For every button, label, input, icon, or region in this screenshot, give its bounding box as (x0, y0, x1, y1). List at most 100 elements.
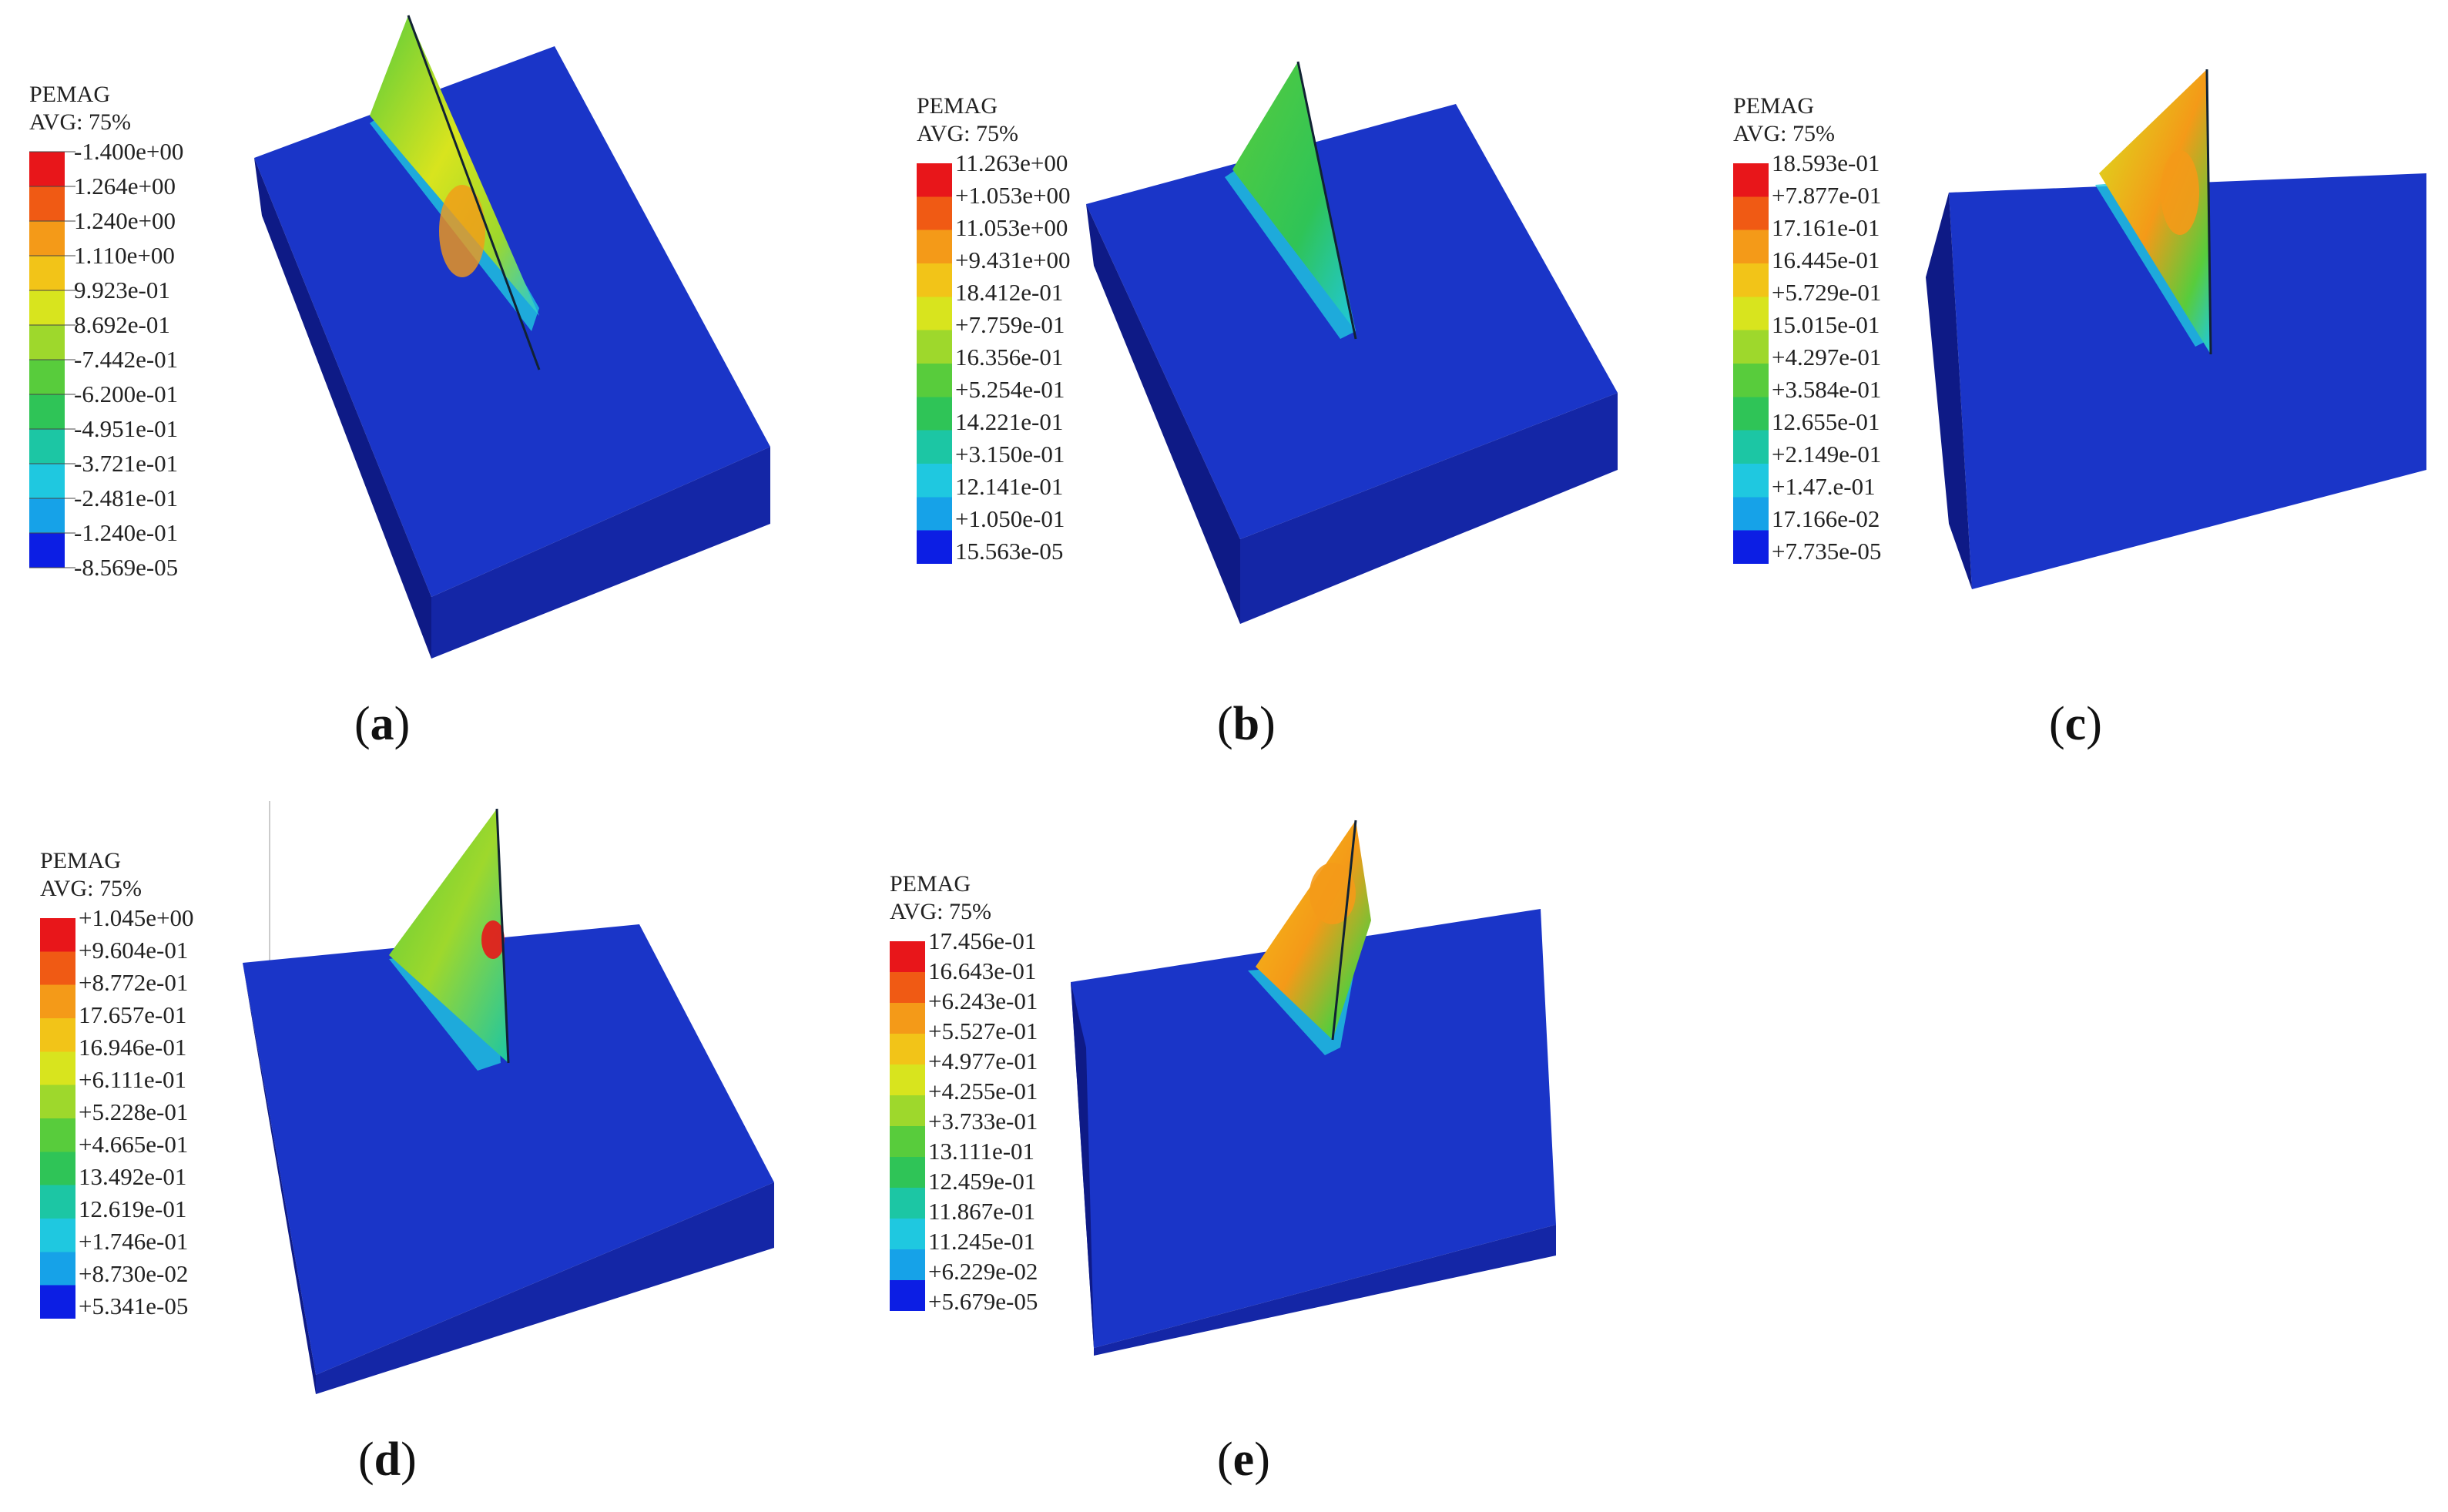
color-scale: -1.400e+00 1.264e+00 1.240e+00 1.110e+00… (29, 139, 183, 580)
panel-b: PEMAG AVG: 75% 11.263e+00 +1.053e+00 11.… (863, 0, 1633, 770)
legend-title: PEMAG (40, 848, 122, 873)
scale-label: -1.240e-01 (74, 519, 179, 546)
scale-label: +1.053e+00 (955, 182, 1071, 209)
scale-label: -3.721e-01 (74, 450, 179, 477)
scale-label: +5.729e-01 (1772, 279, 1882, 306)
contact-zone (1225, 162, 1356, 339)
block-side-face (1926, 193, 1972, 589)
color-scale: 17.456e-01 16.643e-01 +6.243e-01 +5.527e… (890, 929, 1038, 1360)
scale-label: 17.166e-02 (1772, 505, 1880, 532)
scale-label: 16.643e-01 (928, 957, 1037, 984)
hotspot (481, 920, 505, 959)
caption-a: (a) (354, 698, 411, 750)
scale-label: 11.053e+00 (955, 214, 1068, 241)
scale-label: +4.665e-01 (79, 1131, 189, 1158)
scale-label: +8.730e-02 (79, 1260, 189, 1287)
scale-label: 8.692e-01 (74, 311, 170, 338)
scale-label: +6.243e-01 (928, 987, 1038, 1014)
block-side-face (254, 158, 431, 659)
scale-label: +9.604e-01 (79, 937, 189, 964)
legend-subtitle: AVG: 75% (1733, 121, 1835, 146)
scale-label: 12.655e-01 (1772, 408, 1880, 435)
plot-scene-c (1926, 69, 2426, 589)
scale-label: 1.110e+00 (74, 242, 175, 269)
legend-subtitle: AVG: 75% (29, 109, 131, 135)
hotspot (1310, 863, 1356, 924)
hotspot (2161, 150, 2199, 235)
panel-a: PEMAG AVG: 75% -1.400e+00 1.264e+00 1.24… (0, 0, 817, 750)
legend-subtitle: AVG: 75% (890, 899, 991, 924)
indenter-face (370, 15, 539, 316)
block-front-face (431, 447, 770, 659)
caption-e: (e) (1217, 1433, 1270, 1486)
scale-label: +5.254e-01 (955, 376, 1065, 403)
scale-label: 11.867e-01 (928, 1198, 1036, 1225)
scale-label: +1.47.e-01 (1772, 473, 1876, 500)
scale-label: -8.569e-05 (74, 554, 179, 581)
scale-label: 12.619e-01 (79, 1195, 187, 1222)
legend-subtitle: AVG: 75% (40, 876, 142, 901)
legend-title: PEMAG (29, 82, 111, 107)
scale-label: -7.442e-01 (74, 346, 179, 373)
scale-label: 9.923e-01 (74, 277, 170, 303)
panel-e: PEMAG AVG: 75% 17.456e-01 16.643e-01 +6.… (863, 786, 1633, 1512)
plot-scene-d (243, 801, 774, 1394)
scale-label: 16.356e-01 (955, 344, 1064, 370)
block-front-face (1094, 1225, 1556, 1356)
legend-e: PEMAG AVG: 75% 17.456e-01 16.643e-01 +6.… (890, 870, 1038, 1360)
scale-label: +2.149e-01 (1772, 441, 1882, 468)
plot-scene-a (254, 15, 770, 659)
indenter-edge (407, 15, 541, 370)
indenter-face (389, 809, 508, 1063)
scale-label: +1.050e-01 (955, 505, 1065, 532)
scale-label: +1.045e+00 (79, 904, 194, 931)
legend-title: PEMAG (917, 93, 998, 119)
legend-subtitle: AVG: 75% (917, 121, 1018, 146)
scale-swatch-stack (1733, 163, 1769, 564)
scale-label: +3.584e-01 (1772, 376, 1882, 403)
scale-label: +1.746e-01 (79, 1228, 189, 1255)
block-front-face (316, 1182, 774, 1394)
scale-label: 18.593e-01 (1772, 149, 1880, 176)
color-scale: +1.045e+00 +9.604e-01 +8.772e-01 17.657e… (40, 906, 193, 1337)
scale-label: +9.431e+00 (955, 246, 1071, 273)
scale-label: 16.946e-01 (79, 1034, 187, 1061)
panel-d: PEMAG AVG: 75% +1.045e+00 +9.604e-01 +8.… (0, 786, 817, 1512)
scale-label: 13.111e-01 (928, 1138, 1035, 1165)
scale-label: +4.255e-01 (928, 1078, 1038, 1105)
indenter-edge (1331, 820, 1357, 1041)
scale-label: -1.400e+00 (74, 138, 184, 165)
indenter-edge (2205, 69, 2212, 355)
indenter-face (2099, 69, 2211, 354)
scale-label: +3.733e-01 (928, 1108, 1038, 1135)
scale-label: +5.527e-01 (928, 1017, 1038, 1044)
scale-label: +3.150e-01 (955, 441, 1065, 468)
scale-label: 13.492e-01 (79, 1163, 187, 1190)
block-front-face (1240, 393, 1618, 624)
plot-scene-b (1086, 61, 1618, 624)
scale-label: +7.759e-01 (955, 311, 1065, 338)
plot-scene-e (1071, 820, 1556, 1356)
block-top-face (1071, 909, 1556, 1348)
block-top-face (254, 46, 770, 597)
scale-label: 16.445e-01 (1772, 246, 1880, 273)
scale-label: -4.951e-01 (74, 415, 179, 442)
scale-label: 17.161e-01 (1772, 214, 1880, 241)
caption-b: (b) (1217, 698, 1276, 750)
indenter-edge (1296, 61, 1357, 340)
scale-label: 14.221e-01 (955, 408, 1064, 435)
scale-label: +7.735e-05 (1772, 538, 1882, 565)
scale-label: +6.111e-01 (79, 1066, 187, 1093)
panel-c: PEMAG AVG: 75% 18.593e-01 +7.877e-01 17.… (1718, 0, 2448, 770)
color-scale: 18.593e-01 +7.877e-01 17.161e-01 16.445e… (1733, 151, 1881, 582)
block-side-face (243, 963, 316, 1394)
scale-label: 17.657e-01 (79, 1001, 187, 1028)
scale-label: -2.481e-01 (74, 484, 179, 511)
legend-title: PEMAG (1733, 93, 1815, 119)
legend-c: PEMAG AVG: 75% 18.593e-01 +7.877e-01 17.… (1733, 92, 1881, 582)
scale-label: +6.229e-02 (928, 1258, 1038, 1285)
scale-label: 11.245e-01 (928, 1228, 1036, 1255)
scale-label: +4.297e-01 (1772, 344, 1882, 370)
scale-label: +7.877e-01 (1772, 182, 1882, 209)
scale-label: 12.459e-01 (928, 1168, 1037, 1195)
